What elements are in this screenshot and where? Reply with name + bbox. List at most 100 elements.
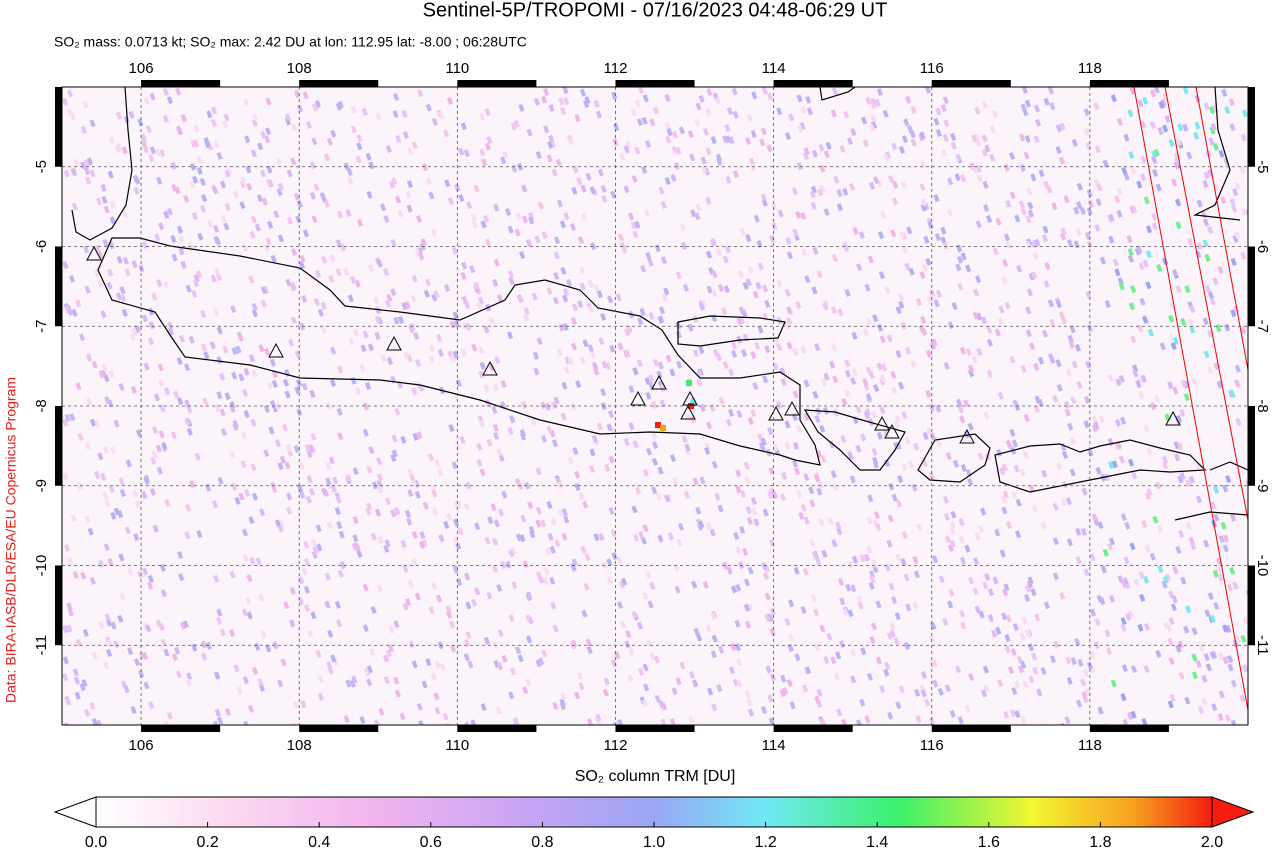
retrieval-pixel bbox=[176, 357, 183, 366]
retrieval-pixel bbox=[813, 643, 821, 652]
retrieval-pixel bbox=[771, 202, 778, 211]
retrieval-pixel bbox=[1196, 241, 1203, 250]
retrieval-pixel bbox=[161, 442, 168, 450]
retrieval-pixel bbox=[1110, 679, 1117, 688]
retrieval-pixel bbox=[1004, 634, 1011, 642]
retrieval-pixel bbox=[394, 507, 401, 516]
retrieval-pixel bbox=[1229, 566, 1236, 575]
retrieval-pixel bbox=[520, 514, 527, 523]
retrieval-pixel bbox=[64, 413, 71, 422]
retrieval-pixel bbox=[326, 521, 333, 530]
retrieval-pixel bbox=[987, 614, 994, 622]
retrieval-pixel bbox=[956, 398, 963, 407]
retrieval-pixel bbox=[245, 597, 252, 606]
retrieval-pixel bbox=[949, 709, 956, 718]
retrieval-pixel bbox=[1098, 415, 1105, 424]
retrieval-pixel bbox=[675, 271, 682, 280]
retrieval-pixel bbox=[330, 484, 337, 493]
retrieval-pixel bbox=[680, 241, 688, 250]
retrieval-pixel bbox=[610, 529, 617, 538]
colorbar-over bbox=[1211, 796, 1255, 828]
retrieval-pixel bbox=[535, 571, 543, 580]
retrieval-pixel bbox=[306, 450, 313, 458]
retrieval-pixel bbox=[1146, 447, 1153, 456]
retrieval-pixel bbox=[315, 269, 322, 278]
retrieval-pixel bbox=[376, 473, 383, 482]
retrieval-pixel bbox=[855, 405, 862, 414]
retrieval-pixel bbox=[1104, 629, 1111, 638]
retrieval-pixel bbox=[303, 558, 311, 567]
retrieval-pixel bbox=[823, 150, 830, 159]
retrieval-pixel bbox=[600, 312, 607, 321]
retrieval-pixel bbox=[428, 355, 435, 364]
retrieval-pixel bbox=[860, 433, 867, 442]
retrieval-pixel bbox=[837, 577, 845, 586]
retrieval-pixel bbox=[421, 680, 428, 689]
retrieval-pixel bbox=[889, 621, 896, 630]
retrieval-pixel bbox=[831, 343, 838, 352]
retrieval-pixel bbox=[1132, 364, 1139, 373]
retrieval-pixel bbox=[705, 624, 712, 633]
retrieval-pixel bbox=[1210, 501, 1217, 510]
retrieval-pixel bbox=[534, 235, 541, 244]
retrieval-pixel bbox=[732, 110, 739, 119]
retrieval-pixel bbox=[903, 641, 910, 650]
retrieval-pixel bbox=[522, 686, 529, 695]
retrieval-pixel bbox=[391, 177, 398, 186]
retrieval-pixel bbox=[747, 265, 754, 274]
retrieval-pixel bbox=[356, 142, 363, 151]
retrieval-pixel bbox=[84, 285, 91, 294]
retrieval-pixel bbox=[637, 317, 644, 326]
colorbar-tick-label: 0.8 bbox=[531, 834, 553, 851]
retrieval-pixel bbox=[769, 673, 776, 682]
retrieval-pixel bbox=[550, 517, 557, 526]
retrieval-pixel bbox=[286, 169, 293, 178]
retrieval-pixel bbox=[974, 532, 981, 541]
retrieval-pixel bbox=[375, 112, 382, 121]
retrieval-pixel bbox=[895, 701, 902, 710]
retrieval-pixel bbox=[982, 581, 989, 590]
retrieval-pixel bbox=[888, 582, 895, 591]
retrieval-pixel bbox=[664, 122, 671, 131]
retrieval-pixel bbox=[492, 423, 499, 432]
retrieval-pixel bbox=[479, 113, 486, 121]
retrieval-pixel bbox=[1225, 475, 1232, 483]
retrieval-pixel bbox=[859, 698, 866, 707]
retrieval-pixel bbox=[347, 294, 354, 303]
retrieval-pixel bbox=[127, 567, 134, 576]
retrieval-pixel bbox=[1222, 656, 1229, 665]
retrieval-pixel bbox=[831, 483, 838, 492]
retrieval-pixel bbox=[374, 331, 381, 340]
retrieval-pixel bbox=[365, 152, 372, 161]
retrieval-pixel bbox=[786, 251, 793, 260]
retrieval-pixel bbox=[1002, 490, 1009, 499]
retrieval-pixel bbox=[240, 176, 247, 185]
retrieval-pixel bbox=[108, 485, 115, 494]
retrieval-pixel bbox=[1089, 651, 1096, 660]
retrieval-pixel bbox=[906, 226, 913, 235]
retrieval-pixel bbox=[810, 594, 817, 603]
coastline-bali bbox=[803, 409, 906, 471]
retrieval-pixel bbox=[121, 146, 128, 155]
retrieval-pixel bbox=[528, 216, 535, 225]
retrieval-pixel bbox=[553, 236, 561, 245]
retrieval-pixel bbox=[1052, 537, 1059, 546]
retrieval-pixel bbox=[634, 486, 642, 495]
retrieval-pixel bbox=[171, 253, 178, 262]
retrieval-pixel bbox=[251, 369, 258, 378]
retrieval-pixel bbox=[286, 216, 293, 225]
x-tick-label: 114 bbox=[762, 60, 786, 77]
frame-bar bbox=[299, 80, 379, 87]
retrieval-pixel bbox=[393, 676, 400, 685]
retrieval-pixel bbox=[569, 223, 577, 232]
retrieval-pixel bbox=[1173, 161, 1180, 170]
retrieval-pixel bbox=[141, 651, 149, 660]
retrieval-pixel bbox=[571, 186, 578, 195]
retrieval-pixel bbox=[753, 214, 760, 223]
retrieval-pixel bbox=[1222, 534, 1230, 543]
retrieval-pixel bbox=[498, 453, 505, 462]
retrieval-pixel bbox=[277, 679, 284, 688]
retrieval-pixel bbox=[879, 374, 886, 383]
retrieval-pixel bbox=[141, 491, 148, 499]
retrieval-pixel bbox=[574, 470, 581, 479]
